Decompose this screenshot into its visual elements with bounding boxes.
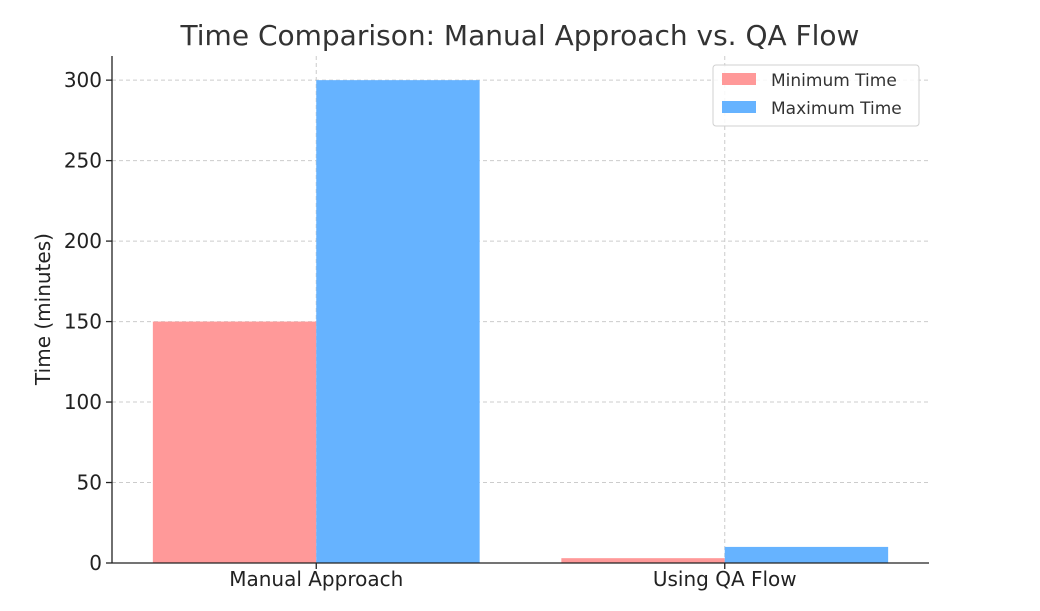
x-tick-label: Using QA Flow — [653, 567, 797, 591]
legend-swatch — [722, 73, 756, 85]
bars — [152, 80, 889, 564]
bar-maximum-time-0 — [316, 80, 480, 564]
chart-title: Time Comparison: Manual Approach vs. QA … — [180, 19, 860, 52]
y-tick-label: 100 — [64, 390, 102, 414]
y-axis-ticks: 0 50 100 150 200 250 300 — [64, 68, 112, 575]
y-tick-label: 250 — [64, 149, 102, 173]
legend-swatch — [722, 101, 756, 113]
bar-minimum-time-0 — [152, 321, 317, 563]
y-tick-label: 200 — [64, 229, 102, 253]
legend-frame — [712, 64, 920, 127]
bar-minimum-time-1 — [561, 558, 725, 563]
legend-label: Minimum Time — [771, 71, 897, 91]
legend-items: Minimum Time Maximum Time — [722, 71, 902, 119]
y-axis-label: Time (minutes) — [31, 233, 55, 386]
y-tick-label: 50 — [77, 471, 102, 495]
x-axis-ticks: Manual Approach Using QA Flow — [229, 563, 797, 591]
legend: Minimum Time Maximum Time — [712, 64, 920, 127]
y-tick-label: 150 — [64, 310, 102, 334]
bar-maximum-time-1 — [724, 546, 889, 563]
x-tick-label: Manual Approach — [229, 567, 403, 591]
y-tick-label: 300 — [64, 68, 102, 92]
legend-label: Maximum Time — [771, 99, 902, 119]
y-tick-label: 0 — [89, 551, 102, 575]
